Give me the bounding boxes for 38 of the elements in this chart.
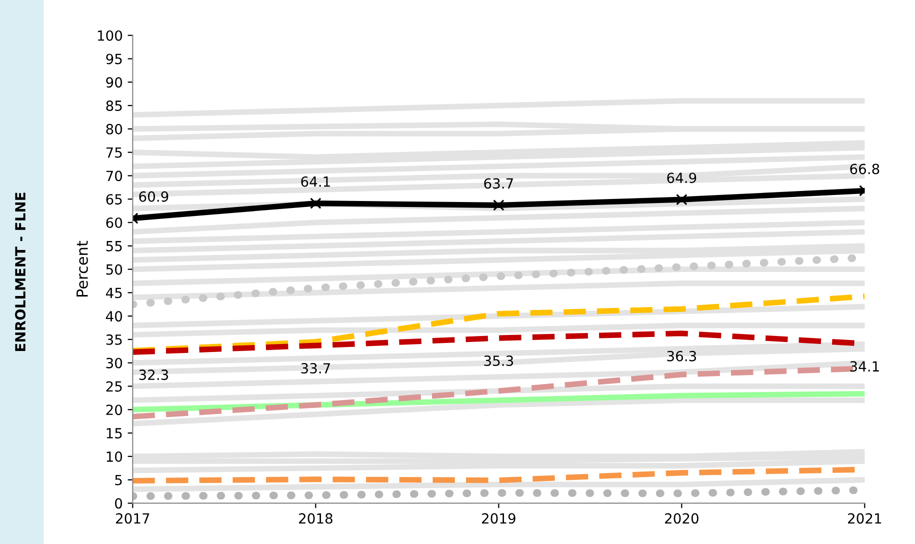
y-tick-label: 100 xyxy=(98,30,122,41)
y-tick-label: 65 xyxy=(106,194,122,205)
y-tick-label: 15 xyxy=(106,428,122,438)
y-tick-label: 60 xyxy=(106,217,122,228)
y-tick-label: 85 xyxy=(106,100,122,112)
y-tick-label: 25 xyxy=(106,381,122,392)
data-label: 36.3 xyxy=(667,350,696,362)
y-tick-label: 50 xyxy=(106,264,122,275)
data-label: 64.9 xyxy=(667,172,696,184)
data-label: 63.7 xyxy=(484,178,513,189)
text: ENROLLMENT - FLNE xyxy=(15,192,26,352)
y-tick-label: 40 xyxy=(106,311,122,322)
y-tick-label: 30 xyxy=(106,358,122,368)
x-tick-label: 2017 xyxy=(116,513,150,524)
y-tick-label: 70 xyxy=(106,170,122,182)
data-label: 34.1 xyxy=(850,361,879,372)
data-label: 66.8 xyxy=(850,164,880,174)
y-tick-label: 20 xyxy=(106,404,122,416)
y-tick-label: 90 xyxy=(106,77,122,88)
data-label: 32.3 xyxy=(139,370,168,380)
y-tick-label: 5 xyxy=(115,474,122,486)
x-tick-label: 2020 xyxy=(665,513,698,524)
data-label: 60.9 xyxy=(139,191,168,202)
x-tick-label: 2019 xyxy=(482,513,516,524)
y-tick-label: 55 xyxy=(106,241,122,252)
y-axis-title: Percent xyxy=(76,240,88,297)
y-tick-label: 35 xyxy=(106,334,122,345)
y-tick-label: 80 xyxy=(106,124,122,134)
x-tick-label: 2018 xyxy=(299,513,332,524)
data-label: 35.3 xyxy=(484,356,514,366)
y-tick-label: 75 xyxy=(106,147,122,158)
data-label: 64.1 xyxy=(301,176,330,187)
y-tick-label: 95 xyxy=(106,54,122,64)
x-tick-label: 2021 xyxy=(848,513,882,524)
data-label: 33.7 xyxy=(301,363,330,374)
y-tick-label: 10 xyxy=(106,451,122,462)
y-tick-label: 0 xyxy=(115,498,122,509)
y-tick-label: 45 xyxy=(106,288,122,298)
